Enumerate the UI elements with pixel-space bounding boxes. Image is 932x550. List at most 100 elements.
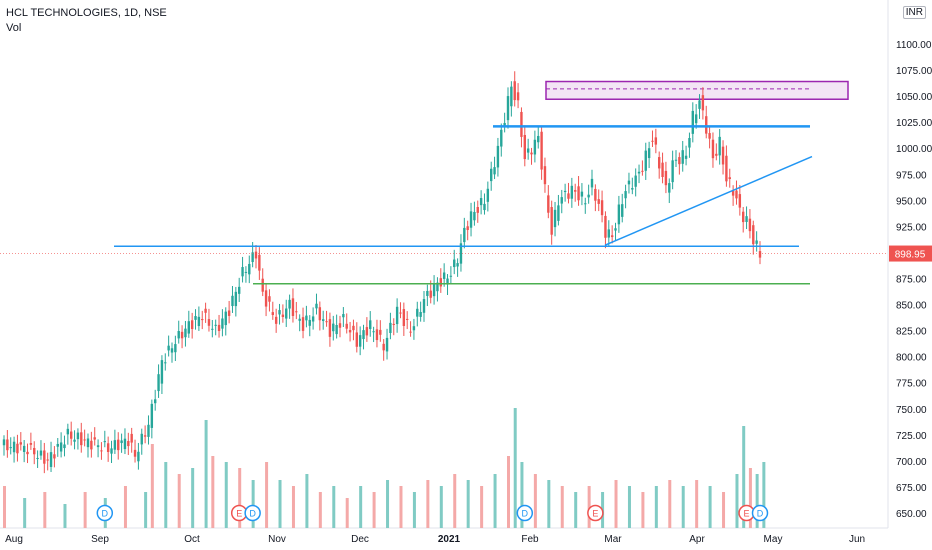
candle-body <box>419 312 422 317</box>
candle-body <box>36 457 39 459</box>
candle-body <box>83 439 86 441</box>
candle-body <box>426 290 429 296</box>
volume-bar <box>513 408 517 528</box>
candle-body <box>429 290 432 298</box>
currency-badge[interactable]: INR <box>902 6 926 19</box>
candle-body <box>705 116 708 134</box>
candle-body <box>506 96 510 121</box>
candle-body <box>409 331 412 333</box>
candle-body <box>362 330 365 340</box>
candle-body <box>379 329 382 335</box>
candle-body <box>207 319 211 326</box>
volume-bar <box>762 462 766 528</box>
candle-body <box>217 324 221 332</box>
y-tick-label: 1050.00 <box>896 92 932 103</box>
last-price-label: 898.95 <box>895 250 926 261</box>
candle-body <box>594 188 597 201</box>
y-tick-label: 775.00 <box>896 379 927 390</box>
candle-body <box>621 204 624 217</box>
candle-body <box>66 428 70 435</box>
volume-bar <box>480 486 484 528</box>
candle-body <box>43 450 46 464</box>
candle-body <box>385 337 389 352</box>
volume-bar <box>735 474 739 528</box>
candle-body <box>389 322 392 333</box>
volume-bar <box>614 480 618 528</box>
y-tick-label: 950.00 <box>896 196 927 207</box>
candle-body <box>395 306 399 325</box>
x-tick-label: Apr <box>689 534 705 545</box>
candle-body <box>90 440 93 450</box>
candle-body <box>70 431 73 439</box>
volume-bar <box>144 492 148 528</box>
candle-body <box>160 360 164 384</box>
candle-body <box>392 323 395 325</box>
candle-body <box>9 447 12 449</box>
candle-body <box>221 318 224 329</box>
candle-body <box>170 348 174 353</box>
candle-body <box>190 320 194 330</box>
candle-body <box>12 441 16 453</box>
candle-body <box>127 441 130 447</box>
candle-body <box>358 335 362 347</box>
candle-body <box>382 343 385 351</box>
x-tick-label: Sep <box>91 534 109 545</box>
candle-body <box>469 211 473 228</box>
event-marker[interactable]: E <box>587 504 604 522</box>
candle-body <box>342 314 345 318</box>
x-tick-label: Feb <box>521 534 539 545</box>
candle-body <box>332 323 335 332</box>
candle-body <box>600 200 604 216</box>
event-marker[interactable]: D <box>244 504 261 522</box>
candle-body <box>117 439 120 451</box>
candle-body <box>617 204 621 225</box>
candle-body <box>120 440 123 444</box>
candle-body <box>184 328 187 338</box>
candle-body <box>154 399 157 404</box>
candle-body <box>305 315 308 321</box>
volume-bar <box>123 486 127 528</box>
candle-body <box>238 286 241 294</box>
candle-body <box>261 278 264 292</box>
candle-body <box>731 190 735 196</box>
candle-body <box>157 374 160 392</box>
candle-body <box>201 319 204 321</box>
candle-body <box>322 319 325 321</box>
candle-body <box>547 195 550 213</box>
candle-body <box>510 86 513 107</box>
candle-body <box>634 175 637 187</box>
svg-text:E: E <box>744 509 750 519</box>
y-tick-label: 725.00 <box>896 431 927 442</box>
event-marker[interactable]: D <box>96 504 114 522</box>
volume-bar <box>318 492 322 528</box>
event-marker[interactable]: D <box>751 504 769 522</box>
candle-body <box>691 110 694 134</box>
event-marker[interactable]: E <box>230 504 248 522</box>
x-tick-label: Dec <box>351 534 369 545</box>
volume-bar <box>204 420 208 528</box>
chart-title: HCL TECHNOLOGIES, 1D, NSE <box>6 7 167 19</box>
candle-body <box>355 332 358 347</box>
candle-body <box>490 168 493 182</box>
candle-body <box>742 211 745 223</box>
candle-body <box>301 317 305 331</box>
candle-body <box>748 218 752 232</box>
candle-body <box>204 308 207 313</box>
candle-body <box>694 114 698 124</box>
candle-body <box>574 190 577 192</box>
candle-body <box>752 225 755 245</box>
volume-bar <box>251 480 255 528</box>
candle-body <box>486 188 490 202</box>
y-tick-label: 875.00 <box>896 275 927 286</box>
candle-body <box>479 198 483 206</box>
y-tick-label: 1075.00 <box>896 66 932 77</box>
candle-body <box>668 183 671 193</box>
volume-bar <box>345 498 349 528</box>
candle-body <box>540 131 543 170</box>
event-marker[interactable]: D <box>516 504 534 522</box>
candle-body <box>516 92 520 101</box>
candle-body <box>684 155 688 159</box>
y-tick-label: 850.00 <box>896 301 927 312</box>
y-tick-label: 925.00 <box>896 222 927 233</box>
